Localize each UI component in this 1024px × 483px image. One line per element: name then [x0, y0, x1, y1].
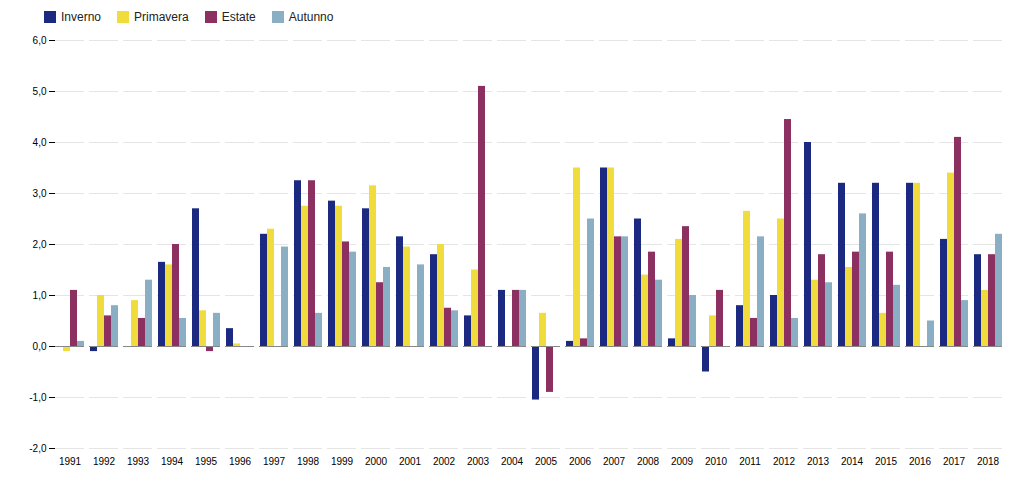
html-text:Autunno: Autunno [288, 10, 334, 24]
svg-text:2011: 2011 [739, 456, 761, 467]
svg-text:2016: 2016 [909, 456, 932, 467]
svg-text:2015: 2015 [875, 456, 898, 467]
html-text:Estate: Estate [221, 10, 256, 24]
svg-text:2006: 2006 [569, 456, 592, 467]
svg-text:1999: 1999 [331, 456, 354, 467]
svg-text:2014: 2014 [841, 456, 864, 467]
svg-text:1998: 1998 [297, 456, 320, 467]
html-text:Primavera: Primavera [134, 10, 189, 24]
svg-text:1993: 1993 [127, 456, 150, 467]
svg-text:2018: 2018 [977, 456, 1000, 467]
svg-text:-1,0: -1,0 [29, 392, 47, 403]
svg-text:2004: 2004 [501, 456, 524, 467]
svg-text:2007: 2007 [603, 456, 626, 467]
svg-text:1,0: 1,0 [33, 290, 47, 301]
svg-text:2001: 2001 [399, 456, 422, 467]
svg-text:6,0: 6,0 [33, 35, 47, 46]
svg-text:0,0: 0,0 [33, 341, 47, 352]
svg-text:-2,0: -2,0 [29, 443, 47, 454]
html-text:Inverno: Inverno [61, 10, 101, 24]
svg-text:2013: 2013 [807, 456, 830, 467]
svg-text:2,0: 2,0 [33, 239, 47, 250]
svg-text:1997: 1997 [263, 456, 286, 467]
svg-text:4,0: 4,0 [33, 137, 47, 148]
svg-text:2002: 2002 [433, 456, 456, 467]
svg-text:1991: 1991 [59, 456, 82, 467]
svg-text:3,0: 3,0 [33, 188, 47, 199]
svg-text:1995: 1995 [195, 456, 218, 467]
svg-text:5,0: 5,0 [33, 86, 47, 97]
svg-text:2010: 2010 [705, 456, 728, 467]
svg-text:1996: 1996 [229, 456, 252, 467]
svg-text:2017: 2017 [943, 456, 966, 467]
svg-text:2005: 2005 [535, 456, 558, 467]
svg-text:2012: 2012 [773, 456, 796, 467]
svg-text:1992: 1992 [93, 456, 116, 467]
svg-text:1994: 1994 [161, 456, 184, 467]
svg-text:2008: 2008 [637, 456, 660, 467]
svg-text:2003: 2003 [467, 456, 490, 467]
svg-text:2009: 2009 [671, 456, 694, 467]
svg-text:2000: 2000 [365, 456, 388, 467]
